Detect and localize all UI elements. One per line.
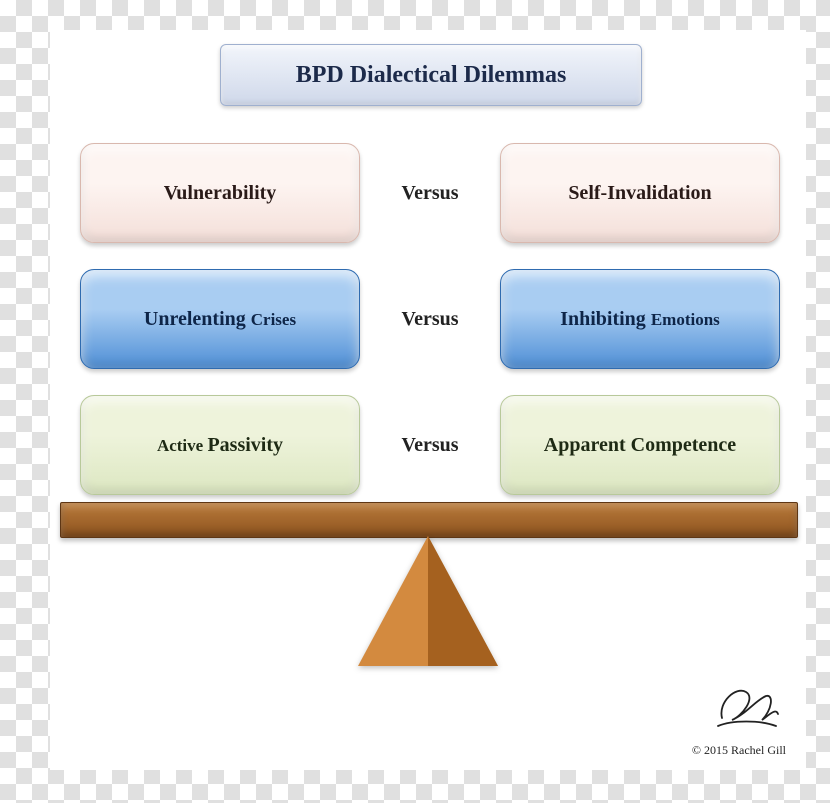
card-label: Inhibiting Emotions: [560, 308, 720, 331]
versus-label: Versus: [391, 308, 468, 331]
card-label-small: Active: [157, 436, 208, 455]
card-self-invalidation: Self-Invalidation: [500, 143, 780, 243]
card-vulnerability: Vulnerability: [80, 143, 360, 243]
card-label-small: Emotions: [651, 310, 720, 329]
copyright-text: © 2015 Rachel Gill: [692, 743, 786, 758]
card-label-small: Crises: [251, 310, 296, 329]
diagram-title: BPD Dialectical Dilemmas: [220, 44, 642, 106]
versus-label: Versus: [391, 182, 468, 205]
dilemma-row-3: Active Passivity Versus Apparent Compete…: [80, 390, 780, 500]
card-inhibiting-emotions: Inhibiting Emotions: [500, 269, 780, 369]
diagram-canvas: BPD Dialectical Dilemmas Vulnerability V…: [50, 30, 806, 770]
card-label-prefix: Unrelenting: [144, 308, 251, 330]
card-label: Vulnerability: [164, 182, 277, 205]
dilemma-row-1: Vulnerability Versus Self-Invalidation: [80, 138, 780, 248]
card-label: Self-Invalidation: [568, 182, 711, 205]
balance-fulcrum: [358, 536, 498, 666]
versus-label: Versus: [391, 434, 468, 457]
card-apparent-competence: Apparent Competence: [500, 395, 780, 495]
dilemma-row-2: Unrelenting Crises Versus Inhibiting Emo…: [80, 264, 780, 374]
card-label-main: Passivity: [207, 434, 283, 456]
card-label: Active Passivity: [157, 434, 283, 457]
card-label-prefix: Inhibiting: [560, 308, 651, 330]
card-label: Unrelenting Crises: [144, 308, 296, 331]
card-label: Apparent Competence: [544, 434, 736, 457]
balance-beam: [60, 502, 798, 538]
card-unrelenting-crises: Unrelenting Crises: [80, 269, 360, 369]
signature-icon: [712, 680, 782, 736]
card-active-passivity: Active Passivity: [80, 395, 360, 495]
diagram-title-text: BPD Dialectical Dilemmas: [296, 62, 567, 89]
